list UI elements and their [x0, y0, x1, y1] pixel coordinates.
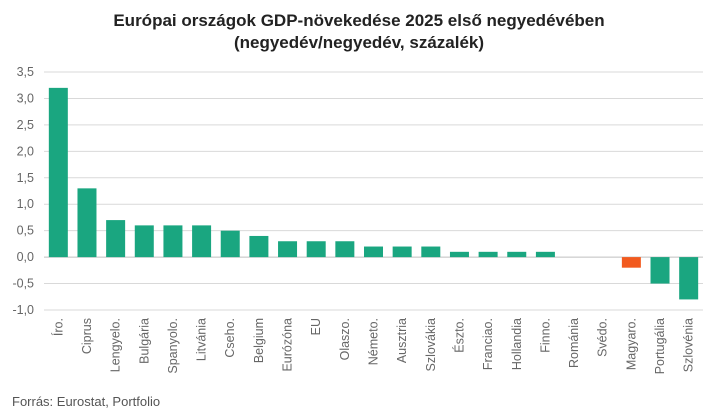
chart-title: Európai országok GDP-növekedése 2025 els…	[113, 11, 605, 30]
bar	[77, 188, 97, 258]
chart-title-block: Európai országok GDP-növekedése 2025 els…	[0, 10, 718, 54]
x-tick-label: Portugália	[653, 318, 667, 374]
x-axis: Íro. Ciprus Lengyelo. Bulgária Spanyolo. Litv…	[50, 318, 695, 374]
y-tick-label: 2,0	[17, 144, 34, 158]
y-axis: 3,5 3,0 2,5 2,0 1,5 1,0 0,5 0,0 -0,5 -1,0	[12, 65, 34, 317]
y-tick-label: 1,0	[17, 197, 34, 211]
bars	[48, 87, 699, 300]
bar	[364, 246, 383, 258]
y-tick-label: 0,5	[17, 224, 34, 238]
bar	[163, 225, 183, 258]
bar	[679, 257, 699, 300]
bar	[621, 257, 641, 268]
x-tick-label: Észto.	[451, 318, 466, 353]
x-tick-label: Ausztria	[395, 318, 409, 363]
bar	[249, 235, 269, 258]
x-tick-label: Magyaro.	[624, 318, 638, 370]
source-note: Forrás: Eurostat, Portfolio	[12, 394, 161, 409]
x-tick-label: Spanyolo.	[166, 318, 180, 374]
y-tick-label: 1,5	[17, 171, 34, 185]
x-tick-label: Eurózóna	[281, 318, 295, 372]
y-tick-label: 2,5	[17, 118, 34, 132]
x-tick-label: Szlovákia	[424, 318, 438, 372]
x-tick-label: Németo.	[367, 318, 381, 365]
y-tick-label: 3,0	[17, 91, 34, 105]
bar	[306, 241, 326, 258]
y-tick-label: 0,0	[17, 250, 34, 264]
x-tick-label: EU	[309, 318, 323, 335]
x-tick-label: Románia	[567, 318, 581, 368]
y-tick-label: -1,0	[12, 303, 34, 317]
x-tick-label: Finno.	[538, 318, 552, 353]
x-tick-label: Lengyelo.	[109, 318, 123, 372]
bar	[449, 251, 469, 258]
x-tick-label: Franciao.	[481, 318, 495, 370]
bar	[106, 220, 126, 258]
bar	[392, 246, 412, 258]
x-tick-label: Íro.	[50, 318, 65, 336]
y-tick-label: 3,5	[17, 65, 34, 79]
bar-chart: 3,5 3,0 2,5 2,0 1,5 1,0 0,5 0,0 -0,5 -1,0 Íro. Cip…	[12, 65, 703, 374]
bar	[48, 87, 68, 258]
x-tick-label: Hollandia	[510, 318, 524, 370]
bar	[535, 251, 555, 258]
bar	[278, 241, 298, 258]
bar	[650, 257, 670, 284]
x-tick-label: Litvánia	[195, 318, 209, 361]
x-tick-label: Svédo.	[596, 318, 610, 357]
bar	[192, 225, 212, 258]
x-tick-label: Olaszo.	[338, 318, 352, 360]
bar	[507, 251, 527, 258]
x-tick-label: Belgium	[252, 318, 266, 363]
x-tick-label: Cseho.	[223, 318, 237, 358]
bar	[134, 225, 154, 258]
bar	[335, 241, 355, 258]
bar	[220, 230, 240, 258]
grid-lines	[44, 71, 703, 311]
x-tick-label: Szlovénia	[682, 318, 696, 372]
y-tick-label: -0,5	[12, 277, 34, 291]
bar	[478, 251, 498, 258]
x-tick-label: Ciprus	[80, 318, 94, 354]
bar	[421, 246, 441, 258]
chart-subtitle: (negyedév/negyedév, százalék)	[233, 33, 485, 52]
x-tick-label: Bulgária	[137, 318, 151, 364]
